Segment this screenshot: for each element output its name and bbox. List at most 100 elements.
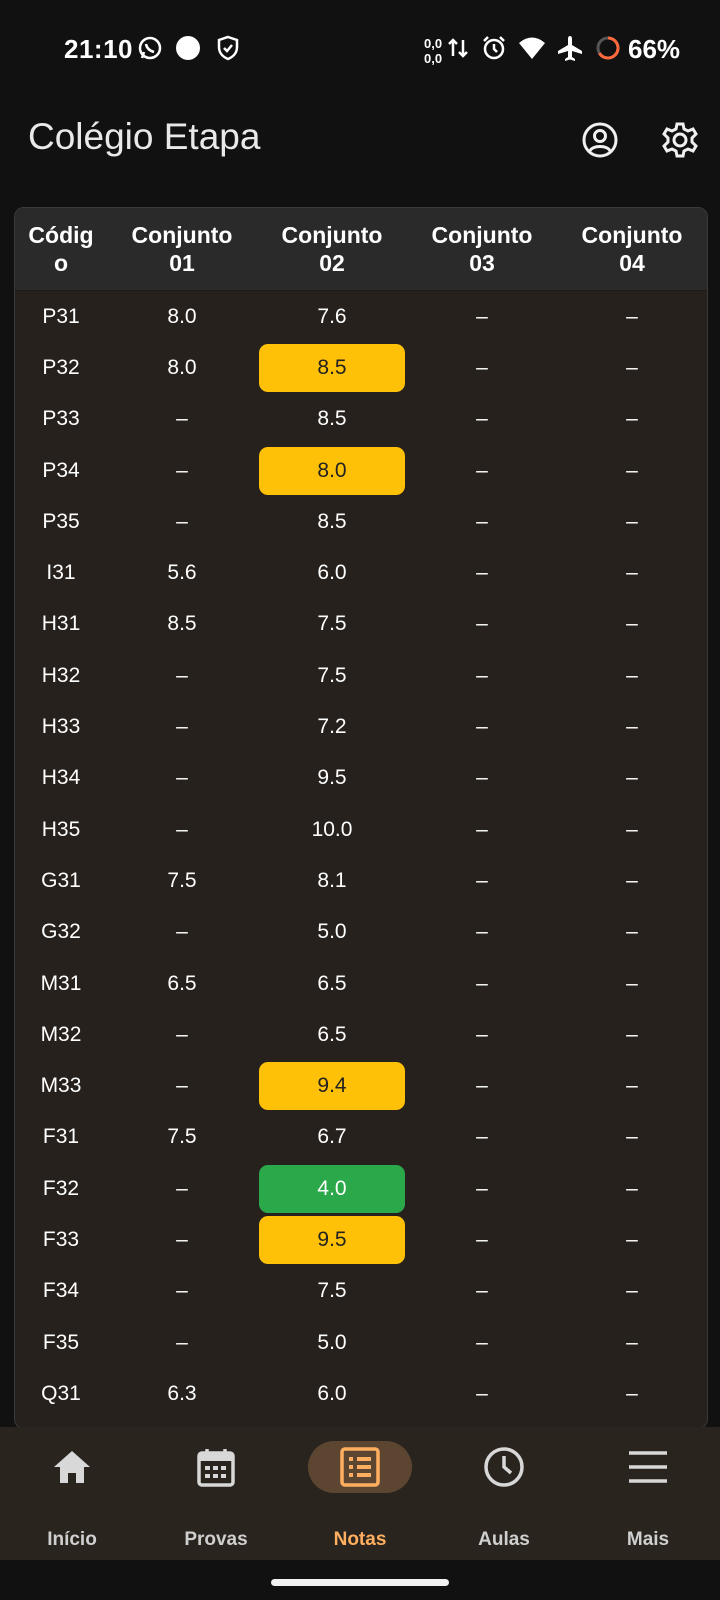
- cell-conjunto-03: –: [407, 1060, 557, 1111]
- cell-conjunto-04: –: [557, 753, 707, 804]
- cell-value: –: [626, 355, 638, 379]
- grade-highlight-yellow: 9.4: [259, 1062, 405, 1111]
- nav-item-provas[interactable]: Provas: [144, 1427, 288, 1560]
- cell-conjunto-02: 7.5: [257, 1266, 407, 1317]
- cell-value: 8.5: [317, 407, 347, 431]
- header-conjunto-03: Conjunto 03: [407, 208, 557, 290]
- home-icon: [20, 1441, 124, 1493]
- table-row: F32 – 4.0 – –: [15, 1163, 707, 1214]
- cell-value: –: [626, 1279, 638, 1303]
- table-row: H33 – 7.2 – –: [15, 701, 707, 752]
- cell-value: 5.0: [317, 920, 347, 944]
- cell-conjunto-01: 6.5: [107, 958, 257, 1009]
- cell-codigo: I31: [15, 547, 107, 598]
- header-conjunto-02-line2: 02: [319, 250, 345, 276]
- net-down: 0,0: [424, 51, 443, 66]
- cell-conjunto-04: –: [557, 445, 707, 496]
- cell-codigo: H31: [15, 599, 107, 650]
- cell-value: 8.5: [317, 509, 347, 533]
- cell-value: –: [176, 1176, 188, 1200]
- cell-conjunto-01: 6.3: [107, 1368, 257, 1419]
- cell-value: –: [476, 1176, 488, 1200]
- cell-value: 9.4: [317, 1074, 347, 1098]
- nav-item-mais[interactable]: Mais: [576, 1427, 720, 1560]
- gesture-bar[interactable]: [271, 1579, 449, 1586]
- cell-value: –: [476, 407, 488, 431]
- cell-value: –: [176, 1074, 188, 1098]
- cell-codigo: P33: [15, 394, 107, 445]
- cell-value: F34: [42, 1279, 80, 1303]
- cell-codigo: Q31: [15, 1368, 107, 1419]
- cell-conjunto-04: –: [557, 1009, 707, 1060]
- menu-icon: [596, 1441, 700, 1493]
- cell-conjunto-04: –: [557, 599, 707, 650]
- header-conjunto-02-line1: Conjunto: [281, 222, 383, 248]
- cell-value: –: [626, 561, 638, 585]
- cell-value: M31: [40, 971, 82, 995]
- cell-conjunto-04: –: [557, 650, 707, 701]
- cell-conjunto-03: –: [407, 701, 557, 752]
- cell-conjunto-03: –: [407, 1009, 557, 1060]
- cell-conjunto-02: 8.0: [257, 445, 407, 496]
- cell-value: H31: [41, 612, 81, 636]
- cell-conjunto-03: –: [407, 804, 557, 855]
- cell-conjunto-01: –: [107, 1266, 257, 1317]
- cell-value: –: [476, 1074, 488, 1098]
- cell-value: 7.5: [167, 1125, 197, 1149]
- nav-item-início[interactable]: Início: [0, 1427, 144, 1560]
- settings-icon[interactable]: [660, 120, 700, 160]
- cell-conjunto-02: 8.5: [257, 394, 407, 445]
- cell-codigo: F34: [15, 1266, 107, 1317]
- header-conjunto-01-line1: Conjunto: [131, 222, 233, 248]
- cell-conjunto-04: –: [557, 855, 707, 906]
- dot-icon: [176, 36, 200, 60]
- cell-conjunto-01: 5.6: [107, 547, 257, 598]
- cell-value: –: [626, 817, 638, 841]
- cell-codigo: P35: [15, 496, 107, 547]
- cell-value: 9.5: [317, 1227, 347, 1251]
- cell-conjunto-04: –: [557, 1214, 707, 1265]
- cell-value: –: [476, 1381, 488, 1405]
- cell-conjunto-02: 4.0: [257, 1163, 407, 1214]
- cell-value: 6.5: [317, 1022, 347, 1046]
- table-row: P32 8.0 8.5 – –: [15, 342, 707, 393]
- cell-value: –: [626, 1125, 638, 1149]
- cell-conjunto-04: –: [557, 291, 707, 342]
- table-body: P31 8.0 7.6 – – P32 8.0 8.5 – – P33 – 8.5 – – P34 – 8.0 – –…: [15, 291, 707, 1420]
- grade-highlight-yellow: 8.0: [259, 446, 405, 495]
- cell-value: –: [476, 1279, 488, 1303]
- cell-codigo: H33: [15, 701, 107, 752]
- cell-conjunto-03: –: [407, 1163, 557, 1214]
- cell-value: –: [626, 1176, 638, 1200]
- cell-value: M33: [40, 1074, 82, 1098]
- grade-highlight-yellow: 9.5: [259, 1215, 405, 1264]
- table-row: I31 5.6 6.0 – –: [15, 547, 707, 598]
- cell-conjunto-01: –: [107, 394, 257, 445]
- cell-value: 7.5: [317, 612, 347, 636]
- cell-conjunto-03: –: [407, 855, 557, 906]
- cell-conjunto-04: –: [557, 1266, 707, 1317]
- cell-conjunto-04: –: [557, 394, 707, 445]
- cell-conjunto-04: –: [557, 1060, 707, 1111]
- bottom-navigation: Início Provas Notas Aulas Mais: [0, 1427, 720, 1560]
- cell-value: –: [476, 458, 488, 482]
- cell-conjunto-02: 6.0: [257, 1368, 407, 1419]
- table-row: F35 – 5.0 – –: [15, 1317, 707, 1368]
- nav-item-aulas[interactable]: Aulas: [432, 1427, 576, 1560]
- header-conjunto-04-line1: Conjunto: [581, 222, 683, 248]
- cell-conjunto-02: 6.7: [257, 1112, 407, 1163]
- cell-conjunto-02: 10.0: [257, 804, 407, 855]
- cell-conjunto-01: 8.0: [107, 342, 257, 393]
- cell-conjunto-03: –: [407, 650, 557, 701]
- table-row: M33 – 9.4 – –: [15, 1060, 707, 1111]
- account-icon[interactable]: [580, 120, 620, 160]
- cell-value: 8.0: [317, 458, 347, 482]
- cell-value: P35: [42, 509, 80, 533]
- nav-item-notas[interactable]: Notas: [288, 1427, 432, 1560]
- cell-value: –: [476, 304, 488, 328]
- header-conjunto-01: Conjunto 01: [107, 208, 257, 290]
- cell-conjunto-01: –: [107, 1214, 257, 1265]
- cell-codigo: P32: [15, 342, 107, 393]
- cell-codigo: P31: [15, 291, 107, 342]
- grade-highlight-green: 4.0: [259, 1164, 405, 1213]
